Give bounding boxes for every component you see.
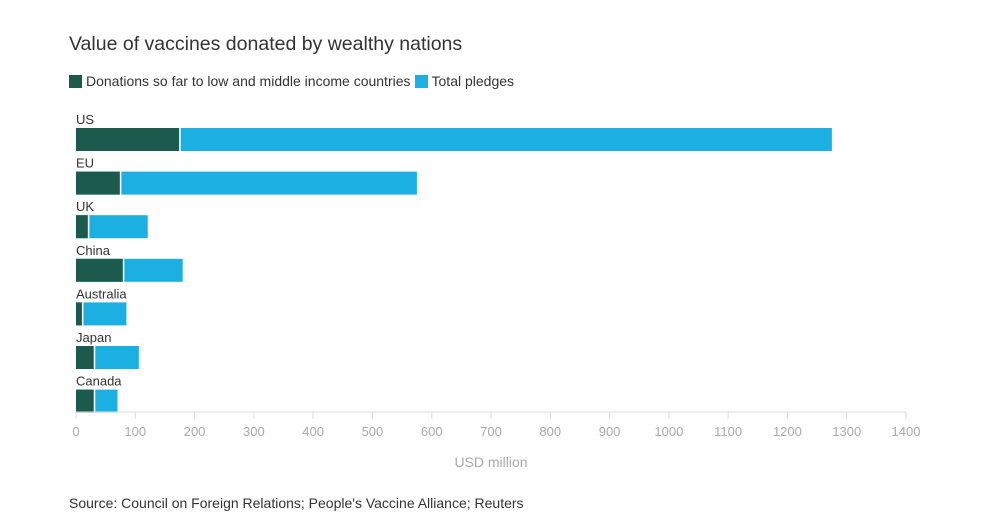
x-tick-label: 800 (539, 424, 561, 439)
chart-title: Value of vaccines donated by wealthy nat… (69, 33, 463, 55)
category-label: UK (76, 199, 94, 214)
x-tick-label: 300 (243, 424, 265, 439)
bar-donations (76, 128, 180, 151)
bar-separator (93, 389, 96, 413)
bar-total-pledges (76, 171, 417, 195)
legend-label-donations: Donations so far to low and middle incom… (86, 73, 411, 89)
bar-total-pledges (76, 215, 148, 239)
x-tick-label: 700 (480, 424, 502, 439)
bar-total-pledges (76, 128, 832, 151)
bar-donations (76, 302, 82, 326)
source-note: Source: Council on Foreign Relations; Pe… (69, 495, 524, 511)
bar-total-pledges (76, 302, 127, 326)
bar-donations (76, 258, 123, 282)
x-tick-label: 500 (362, 424, 384, 439)
x-tick-label: 900 (599, 424, 621, 439)
bar-donations (76, 215, 88, 239)
bar-donations (76, 389, 94, 413)
category-label: Canada (76, 374, 122, 389)
legend-swatch-donations (69, 74, 82, 88)
bar-separator (81, 302, 84, 326)
category-label: Australia (76, 286, 127, 301)
legend-swatch-pledges (414, 74, 428, 88)
bar-separator (87, 215, 90, 239)
bar-separator (119, 171, 122, 195)
category-label: EU (76, 156, 94, 171)
x-tick-label: 400 (302, 424, 324, 439)
x-tick-label: 600 (421, 424, 443, 439)
x-tick-label: 1000 (654, 424, 683, 439)
bar-separator (93, 346, 96, 369)
x-tick-label: 0 (72, 424, 79, 439)
bar-separator (122, 258, 125, 282)
x-tick-label: 200 (184, 424, 206, 439)
legend: Donations so far to low and middle incom… (69, 73, 518, 89)
bar-donations (76, 346, 94, 369)
x-axis-title: USD million (454, 454, 527, 470)
x-tick-label: 1100 (714, 424, 742, 439)
category-label: Japan (76, 330, 111, 345)
category-label: US (76, 112, 94, 127)
bar-separator (179, 128, 181, 151)
legend-label-pledges: Total pledges (431, 73, 515, 89)
bar-donations (76, 171, 120, 195)
x-tick-label: 1400 (892, 424, 921, 439)
x-tick-label: 100 (124, 424, 146, 439)
category-label: China (76, 243, 111, 258)
x-tick-label: 1300 (832, 424, 861, 439)
x-tick-label: 1200 (773, 424, 802, 439)
